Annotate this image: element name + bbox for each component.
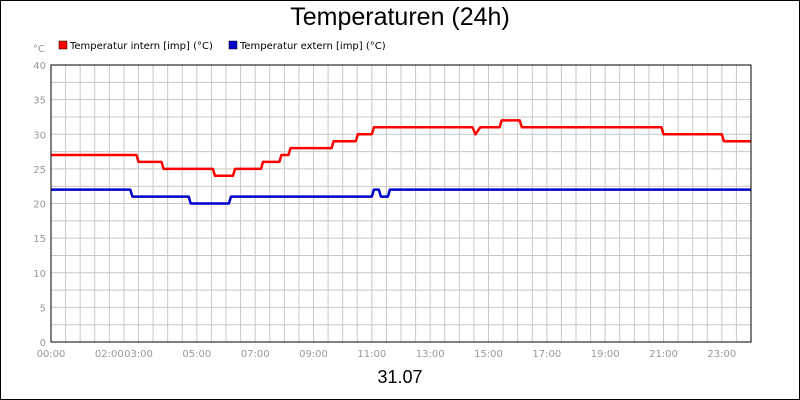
y-tick-label: 30 [33, 130, 46, 141]
x-tick-label: 15:00 [474, 349, 503, 360]
x-tick-label: 13:00 [416, 349, 445, 360]
x-tick-label: 07:00 [241, 349, 270, 360]
y-tick-label: 15 [33, 234, 46, 245]
legend-swatch [229, 41, 237, 49]
x-tick-label: 17:00 [532, 349, 561, 360]
legend-swatch [59, 41, 67, 49]
x-tick-label: 09:00 [299, 349, 328, 360]
x-tick-label: 21:00 [649, 349, 678, 360]
x-tick-label: 11:00 [357, 349, 386, 360]
y-tick-label: 20 [33, 200, 46, 211]
x-tick-label: 05:00 [182, 349, 211, 360]
y-tick-label: 40 [33, 61, 46, 72]
date-label: 31.07 [1, 367, 799, 388]
y-tick-label: 0 [40, 338, 46, 349]
y-axis-label: °C [33, 44, 45, 55]
y-tick-label: 5 [40, 303, 46, 314]
x-tick-label: 19:00 [591, 349, 620, 360]
legend-label: Temperatur extern [imp] (°C) [239, 41, 386, 52]
x-tick-label: 02:00 [95, 349, 124, 360]
x-tick-label: 00:00 [37, 349, 66, 360]
legend-label: Temperatur intern [imp] (°C) [69, 41, 213, 52]
x-tick-label: 03:00 [124, 349, 153, 360]
x-tick-label: 23:00 [707, 349, 736, 360]
y-tick-label: 35 [33, 96, 46, 107]
y-tick-label: 10 [33, 269, 46, 280]
y-tick-label: 25 [33, 165, 46, 176]
